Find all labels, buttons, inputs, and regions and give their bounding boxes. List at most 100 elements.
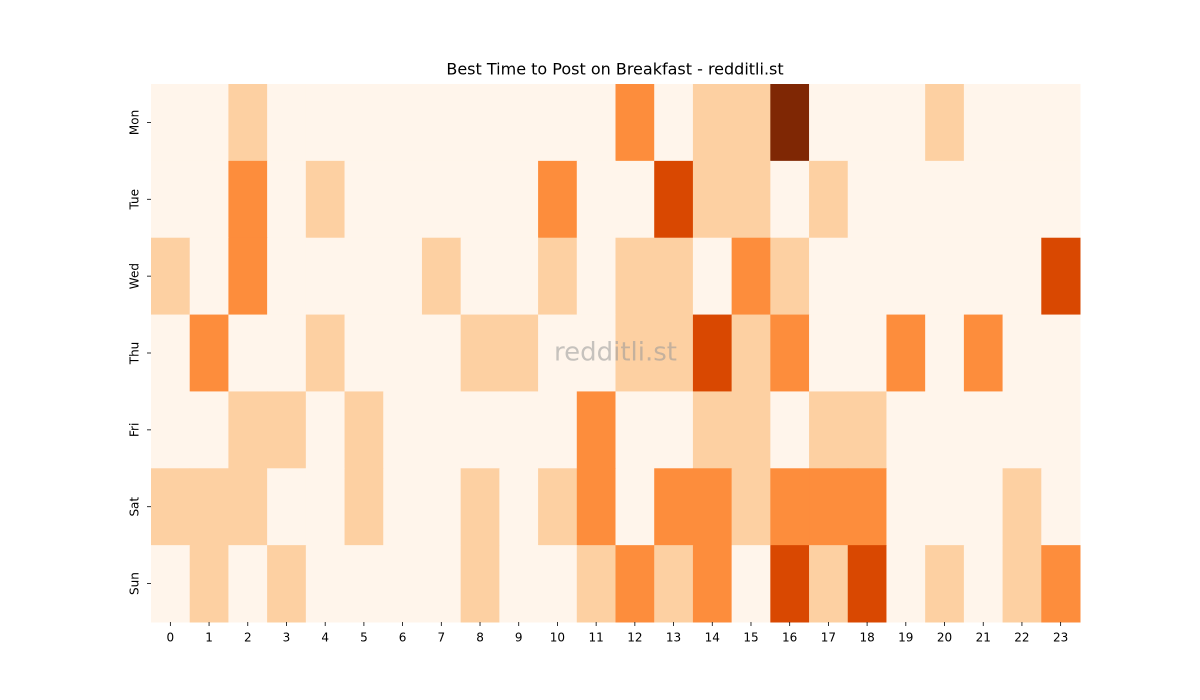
heat-cell — [886, 84, 926, 162]
heat-cell — [654, 468, 694, 546]
heat-cell — [151, 84, 191, 162]
heat-cell — [383, 160, 423, 239]
heat-cell — [963, 468, 1004, 546]
heat-cell — [344, 545, 384, 623]
heat-cell — [1002, 314, 1042, 392]
x-tick-label: 6 — [399, 631, 407, 645]
watermark: redditli.st — [554, 338, 677, 368]
heat-cell — [1041, 84, 1081, 162]
heat-cell — [421, 314, 462, 392]
heat-cell — [770, 468, 810, 546]
x-tick-label: 12 — [627, 631, 642, 645]
heat-cell — [963, 237, 1004, 316]
heat-cell — [925, 237, 965, 316]
heat-cell — [421, 468, 462, 546]
heat-cell — [615, 237, 655, 316]
heat-cell — [654, 237, 694, 316]
heat-cell — [460, 545, 500, 623]
heat-cell — [383, 468, 423, 546]
heat-cell — [1002, 237, 1042, 316]
heat-cell — [151, 468, 191, 546]
heat-cell — [305, 237, 346, 316]
x-tick-label: 14 — [705, 631, 720, 645]
heat-cell — [809, 391, 849, 469]
heat-cell — [344, 314, 384, 392]
heat-cell — [151, 237, 191, 316]
heat-cell — [963, 160, 1004, 239]
heat-cell — [886, 160, 926, 239]
heat-cell — [267, 545, 307, 623]
heat-cell — [809, 468, 849, 546]
heat-cell — [847, 84, 887, 162]
x-tick-label: 21 — [976, 631, 991, 645]
heat-cell — [460, 314, 500, 392]
x-tick-label: 0 — [167, 631, 175, 645]
y-tick-label: Fri — [128, 423, 142, 437]
heat-cell — [499, 468, 539, 546]
heat-cell — [189, 314, 229, 392]
heat-cell — [925, 314, 965, 392]
heat-cell — [963, 314, 1004, 392]
heat-cell — [576, 314, 616, 392]
heat-cell — [925, 468, 965, 546]
heat-cell — [344, 468, 384, 546]
heat-cell — [421, 391, 462, 469]
heat-cell — [538, 160, 578, 239]
heat-cell — [228, 391, 268, 469]
heat-cell — [847, 468, 887, 546]
heat-cell — [963, 545, 1004, 623]
heat-cell — [770, 84, 810, 162]
chart-title: Best Time to Post on Breakfast - redditl… — [446, 60, 783, 79]
heat-cell — [151, 314, 191, 392]
heat-cell — [189, 160, 229, 239]
heat-cell — [1041, 468, 1081, 546]
heat-cell — [886, 468, 926, 546]
heat-cell — [228, 545, 268, 623]
heat-cell — [189, 237, 229, 316]
heat-cell — [305, 84, 346, 162]
x-tick-label: 17 — [821, 631, 836, 645]
heat-cell — [615, 84, 655, 162]
heat-cell — [499, 84, 539, 162]
heat-cell — [151, 391, 191, 469]
heat-cell — [847, 160, 887, 239]
heat-cell — [538, 84, 578, 162]
heat-cell — [305, 468, 346, 546]
heat-cell — [499, 314, 539, 392]
x-tick-label: 19 — [898, 631, 913, 645]
x-tick-label: 4 — [321, 631, 329, 645]
heat-cell — [886, 314, 926, 392]
x-tick-label: 7 — [437, 631, 445, 645]
heat-cell — [576, 84, 616, 162]
heat-cell — [1002, 391, 1042, 469]
y-tick-label: Mon — [128, 110, 142, 135]
heat-cell — [809, 545, 849, 623]
heat-cell — [770, 237, 810, 316]
heat-cell — [963, 391, 1004, 469]
heat-cell — [615, 545, 655, 623]
heat-cell — [1002, 545, 1042, 623]
heat-cell — [847, 314, 887, 392]
heat-cell — [421, 84, 462, 162]
heat-cell — [615, 314, 655, 392]
heat-cell — [847, 391, 887, 469]
x-tick-label: 2 — [244, 631, 252, 645]
heat-cell — [538, 237, 578, 316]
heat-cell — [1002, 84, 1042, 162]
heat-cell — [809, 160, 849, 239]
heat-cell — [421, 160, 462, 239]
heat-cell — [770, 160, 810, 239]
heat-cell — [925, 545, 965, 623]
x-tick-label: 5 — [360, 631, 368, 645]
heat-cell — [886, 545, 926, 623]
y-tick-label: Tue — [128, 189, 142, 211]
heat-cell — [189, 84, 229, 162]
heat-cell — [692, 314, 733, 392]
heat-cell — [576, 468, 616, 546]
heat-cell — [344, 237, 384, 316]
x-tick-label: 13 — [666, 631, 681, 645]
heat-cell — [189, 545, 229, 623]
heat-cell — [1041, 237, 1081, 316]
